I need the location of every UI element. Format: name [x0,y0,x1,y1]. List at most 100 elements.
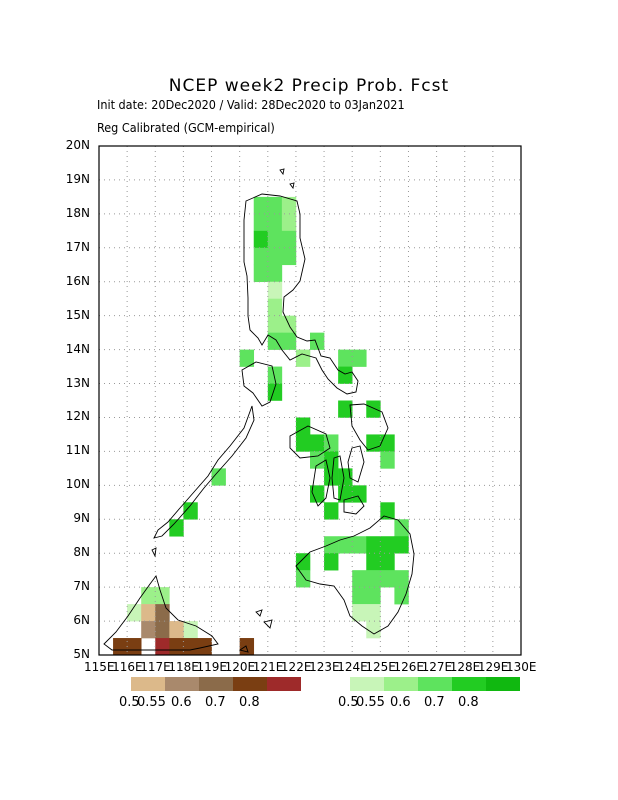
wet-probability-cell [267,247,283,266]
wet-probability-cell [380,502,395,520]
wet-probability-cell [324,434,339,452]
wet-probability-cell [239,349,255,367]
longitude-tick-label: 121E [252,660,284,674]
wet-probability-cell [295,349,311,367]
wet-probability-cell [366,587,381,605]
dry-legend-label: 0.6 [171,695,192,710]
longitude-tick-label: 119E [196,660,228,674]
dry-probability-cell [127,638,142,656]
longitude-tick-label: 125E [365,660,396,674]
wet-probability-cell [380,434,395,452]
dry-probability-cell [155,638,170,656]
longitude-tick-label: 127E [421,660,453,674]
dry-probability-legend [131,677,301,691]
dry-probability-cell [141,621,156,639]
wet-probability-cell [338,400,353,418]
wet-probability-cell [366,400,381,418]
wet-probability-cell [253,264,269,283]
dry-legend-label: 0.7 [205,695,226,710]
latitude-tick-label: 9N [73,511,90,526]
wet-probability-cell [324,468,339,486]
wet-probability-cell [366,536,381,554]
latitude-tick-label: 12N [65,409,90,424]
wet-probability-legend [350,677,520,691]
wet-probability-cell [366,553,381,571]
coastline [103,168,415,653]
longitude-tick-label: 130E [506,660,537,674]
latitude-tick-label: 15N [65,307,90,322]
wet-probability-cell [324,451,339,469]
wet-probability-cell [295,434,311,452]
wet-probability-cell [267,196,283,215]
wet-probability-cell [267,264,283,283]
latitude-tick-label: 18N [65,205,90,220]
wet-legend-swatch [350,677,384,691]
mindoro-coast [241,361,277,407]
dry-probability-cell [183,638,198,656]
longitude-tick-label: 122E [280,660,312,674]
longitude-tick-label: 128E [449,660,481,674]
wet-probability-cell [394,570,409,588]
wet-probability-cell [281,247,297,266]
longitude-tick-label: 126E [393,660,424,674]
luzon-coast [243,193,359,395]
negros-coast [311,459,331,507]
islet-1 [279,168,285,176]
dry-legend-swatch [165,677,199,691]
latitude-tick-label: 8N [73,545,90,560]
wet-probability-cell [281,196,297,215]
wet-probability-cell [253,213,269,232]
wet-probability-cell [366,570,381,588]
latitude-tick-label: 14N [65,341,90,356]
dry-probability-cell [113,638,128,656]
wet-probability-cell [310,451,325,469]
cebu-coast [331,455,345,501]
wet-probability-cell [394,536,409,554]
dry-probability-cell [239,638,255,656]
dry-probability-cell [169,621,184,639]
wet-probability-cell [338,366,353,384]
wet-probability-cell [267,366,283,384]
forecast-cells [113,196,409,656]
wet-probability-cell [141,587,156,605]
borneo-coast [103,575,219,651]
wet-probability-cell [310,332,325,350]
dry-probability-cell [155,621,170,639]
wet-probability-cell [281,332,297,350]
wet-probability-cell [267,315,283,333]
dry-legend-swatch [233,677,267,691]
wet-probability-cell [338,468,353,486]
wet-probability-cell [324,502,339,520]
wet-probability-cell [338,349,353,367]
islet-4 [255,609,263,617]
longitude-tick-label: 118E [168,660,199,674]
mindanao-coast [295,515,415,635]
islet-5 [263,619,273,629]
samar-coast [349,403,389,451]
wet-legend-label: 0.7 [424,695,445,710]
dry-probability-cell [169,638,184,656]
map-title: NCEP week2 Precip Prob. Fcst [168,76,450,96]
longitude-tick-label: 120E [224,660,256,674]
latitude-tick-label: 17N [65,239,90,254]
wet-probability-cell [295,570,311,588]
wet-probability-cell [211,468,226,486]
wet-probability-cell [352,604,367,622]
wet-probability-cell [366,621,381,639]
latitude-tick-label: 7N [73,579,90,594]
latitude-tick-label: 19N [65,171,90,186]
latitude-tick-label: 16N [65,273,90,288]
dry-legend-label: 0.55 [137,695,166,710]
wet-probability-cell [267,213,283,232]
leyte-coast [347,445,365,483]
wet-probability-cell [324,536,339,554]
dry-legend-swatch [199,677,233,691]
wet-probability-cell [281,230,297,249]
longitude-tick-label: 115E [84,660,115,674]
latitude-tick-label: 11N [65,443,90,458]
wet-probability-cell [366,434,381,452]
wet-legend-swatch [486,677,520,691]
wet-probability-cell [324,553,339,571]
wet-probability-cell [380,570,395,588]
